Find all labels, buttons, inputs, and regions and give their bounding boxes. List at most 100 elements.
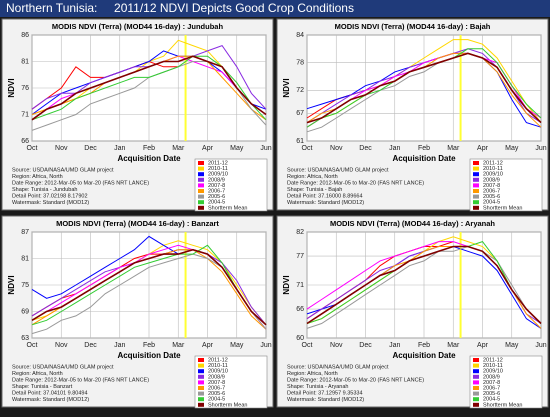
info-line: Watermask: Standard (MOD12) [12,397,89,403]
legend-label: Shortterm Mean [208,402,247,408]
chart-title: MODIS NDVI (Terra) (MOD44 16-day) : Baja… [335,22,491,31]
x-tick-label: Oct [27,145,38,152]
legend-label: 2009/10 [208,369,228,375]
series-line [306,52,542,124]
legend-swatch [473,183,479,188]
info-line: Source: USDA/NASA/UMD GLAM project [287,167,389,173]
x-tick-label: May [505,145,519,152]
x-tick-label: Feb [143,342,155,349]
legend-box [194,355,268,409]
x-tick-label: Feb [418,342,430,349]
chart-panel: MODIS NDVI (Terra) (MOD44 16-day) : Baja… [276,18,549,212]
series-line [306,245,542,329]
x-tick-label: Jun [260,145,271,152]
info-line: Date Range: 2012-Mar-05 to Mar-20 (FAS N… [287,180,424,186]
legend-swatch [473,397,479,402]
legend-label: 2005-6 [483,194,500,200]
legend-label: 2008/9 [483,177,500,183]
x-tick-label: Jan [389,342,400,349]
legend-label: 2004-5 [483,200,500,206]
series-line [31,55,267,121]
legend-swatch [473,189,479,193]
x-axis-label: Acquisition Date [392,154,456,163]
legend-label: 2007-8 [208,183,225,189]
x-tick-label: Mar [447,342,460,349]
x-tick-label: Mar [172,342,185,349]
y-tick-label: 78 [296,59,304,66]
legend-swatch [473,194,479,199]
legend-box [469,158,543,212]
y-tick-label: 67 [296,110,304,117]
x-tick-label: Feb [143,145,155,152]
legend-label: 2005-6 [208,194,225,200]
y-tick-label: 75 [21,282,29,289]
legend-swatch [198,374,204,379]
y-tick-label: 77 [296,253,304,260]
info-line: Detail Point: 37.02198 8.17902 [12,193,88,199]
info-line: Shape: Tunisia - Aryanah [287,384,348,390]
legend-label: 2011-12 [483,357,503,363]
x-tick-label: Dec [84,145,97,152]
legend-swatch [473,391,479,396]
legend-label: 2005-6 [483,391,500,397]
legend-label: 2010-11 [483,363,503,369]
legend-swatch [473,161,479,165]
x-tick-label: May [230,342,244,349]
info-line: Watermask: Standard (MOD12) [287,397,364,403]
y-tick-label: 71 [21,111,29,118]
legend-swatch [473,177,479,182]
series-line [31,55,267,121]
x-tick-label: Dec [84,342,97,349]
x-axis-label: Acquisition Date [117,351,181,360]
info-line: Date Range: 2012-Mar-05 to Mar-20 (FAS N… [12,377,149,383]
y-tick-label: 87 [21,229,29,236]
legend-swatch [198,161,204,165]
info-line: Region: Africa, North [12,371,63,377]
info-line: Date Range: 2012-Mar-05 to Mar-20 (FAS N… [287,377,424,383]
info-line: Watermask: Standard (MOD12) [12,200,89,206]
y-tick-label: 66 [296,306,304,313]
legend-label: 2005-6 [208,391,225,397]
y-axis-label: NDVI [7,78,16,97]
legend-swatch [198,183,204,188]
x-tick-label: Oct [27,342,38,349]
info-line: Detail Point: 37.12957 9.35334 [287,390,363,396]
info-line: Source: USDA/NASA/UMD GLAM project [12,167,114,173]
legend-label: 2010-11 [483,166,503,172]
y-axis-label: NDVI [7,275,16,294]
series-line [306,245,542,325]
x-tick-label: Nov [330,145,343,152]
legend-swatch [198,172,204,177]
x-tick-label: Oct [302,342,313,349]
x-tick-label: Apr [202,342,214,349]
x-tick-label: Nov [55,145,68,152]
y-tick-label: 86 [21,32,29,39]
header-title: Northern Tunisia: 2011/12 NDVI Depicts G… [6,1,354,15]
legend-swatch [473,386,479,390]
legend-label: Shortterm Mean [483,402,522,408]
legend-label: 2006-7 [483,188,500,194]
x-tick-label: Apr [202,145,214,152]
info-line: Region: Africa, North [287,371,338,377]
legend-label: 2009/10 [208,172,228,178]
y-tick-label: 66 [21,138,29,145]
legend-label: 2006-7 [483,385,500,391]
info-line: Shape: Tunisia - Bajah [287,187,342,193]
legend-swatch [198,166,204,171]
y-tick-label: 76 [21,85,29,92]
info-line: Watermask: Standard (MOD12) [287,200,364,206]
x-tick-label: Apr [477,342,489,349]
y-tick-label: 71 [296,282,304,289]
chart-panel: MODIS NDVI (Terra) (MOD44 16-day) : Arya… [276,215,549,409]
info-line: Source: USDA/NASA/UMD GLAM project [287,364,389,370]
x-tick-label: Jan [389,145,400,152]
series-line [31,244,267,326]
x-tick-label: May [505,342,519,349]
legend-swatch [198,205,204,210]
x-tick-label: Nov [55,342,68,349]
info-line: Detail Point: 37.16000 8.89664 [287,193,363,199]
x-tick-label: Jan [114,145,125,152]
legend-swatch [473,380,479,385]
legend-swatch [198,391,204,396]
